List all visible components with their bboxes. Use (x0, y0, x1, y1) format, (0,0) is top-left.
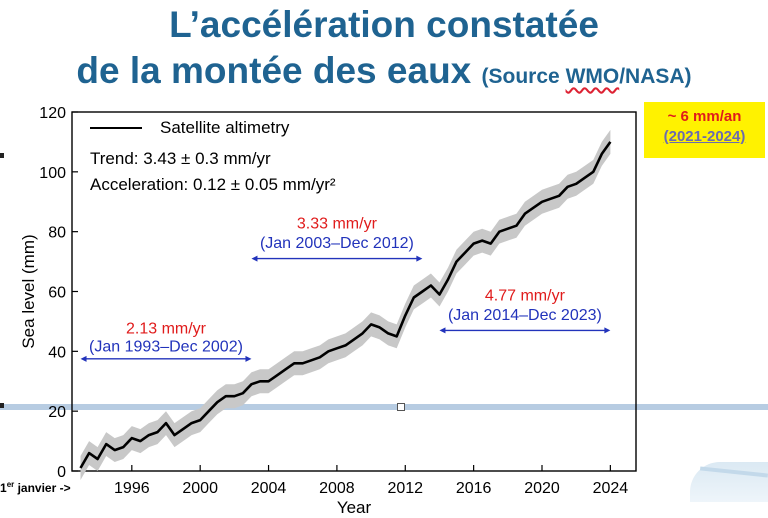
y-tick-label: 0 (57, 464, 66, 481)
horizontal-guide-line (0, 404, 768, 410)
title-source-org: WMO (565, 65, 620, 88)
annotation-rate: 3.33 mm/yr (297, 216, 378, 233)
annotation-arrowhead-left (80, 355, 87, 362)
note-period[interactable]: (2021-2024) (663, 128, 746, 145)
note-box: ~ 6 mm/an (2021-2024) (644, 102, 765, 158)
y-tick-label: 120 (39, 105, 66, 122)
x-tick-label: 1996 (114, 480, 150, 497)
chart-axes: 0 20 40 60 80 100 120 1996 2000 2004 2008 2012 2016 2… (19, 105, 637, 517)
x-tick-label: 2016 (456, 480, 492, 497)
jan-label-sup: er (6, 480, 15, 489)
annotation-arrowhead-right (245, 355, 252, 362)
annotation-rate: 4.77 mm/yr (485, 287, 566, 304)
y-tick-label: 40 (48, 344, 66, 361)
title-source: (Source WMO/NASA) (482, 65, 692, 88)
page-title-line1: L’accélération constatée (169, 4, 599, 45)
annotation-arrowhead-right (416, 255, 423, 262)
y-axis-label: Sea level (mm) (19, 234, 38, 348)
rate-annotations: 2.13 mm/yr(Jan 1993–Dec 2002) 3.33 mm/yr (… (80, 216, 611, 362)
legend-label: Satellite altimetry (160, 118, 290, 137)
x-tick-label: 2024 (593, 480, 629, 497)
annotation-period: (Jan 1993–Dec 2002) (89, 338, 243, 355)
x-tick-label: 2012 (387, 480, 423, 497)
page-title-line2: de la montée des eaux (Source WMO/NASA) (0, 50, 768, 92)
annotation-period: (Jan 2003–Dec 2012) (260, 235, 414, 252)
jan-label-suffix: janvier -> (14, 481, 71, 495)
title-source-suffix: /NASA) (619, 65, 692, 88)
acceleration-text: Acceleration: 0.12 ± 0.05 mm/yr² (90, 175, 336, 194)
series-line-satellite-altimetry (79, 141, 612, 469)
x-tick-label: 2020 (524, 480, 560, 497)
title-source-prefix: (Source (481, 65, 566, 88)
annotation-arrowhead-left (251, 255, 258, 262)
y-tick-label: 60 (48, 285, 66, 302)
y-tick-label: 20 (48, 404, 66, 421)
selection-handle[interactable] (397, 403, 405, 411)
annotation-rate: 2.13 mm/yr (126, 320, 207, 337)
january-marker-label: 1er janvier -> (0, 480, 71, 495)
y-tick-label: 80 (48, 225, 66, 242)
x-tick-label: 2000 (182, 480, 218, 497)
x-tick-label: 2008 (319, 480, 355, 497)
margin-marker (0, 153, 4, 158)
x-tick-label: 2004 (251, 480, 287, 497)
title-main-text: de la montée des eaux (76, 50, 472, 91)
annotation-arrowhead-right (604, 327, 611, 334)
uncertainty-band (80, 129, 611, 480)
chart-legend: Satellite altimetry Trend: 3.43 ± 0.3 mm… (90, 118, 336, 194)
x-axis-label: Year (337, 498, 372, 517)
note-rate: ~ 6 mm/an (667, 108, 742, 125)
jan-label-prefix: 1 (0, 481, 7, 495)
annotation-arrowhead-left (439, 327, 446, 334)
y-tick-label: 100 (39, 165, 66, 182)
annotation-period: (Jan 2014–Dec 2023) (448, 307, 602, 324)
trend-text: Trend: 3.43 ± 0.3 mm/yr (90, 149, 271, 168)
margin-marker (0, 403, 4, 408)
